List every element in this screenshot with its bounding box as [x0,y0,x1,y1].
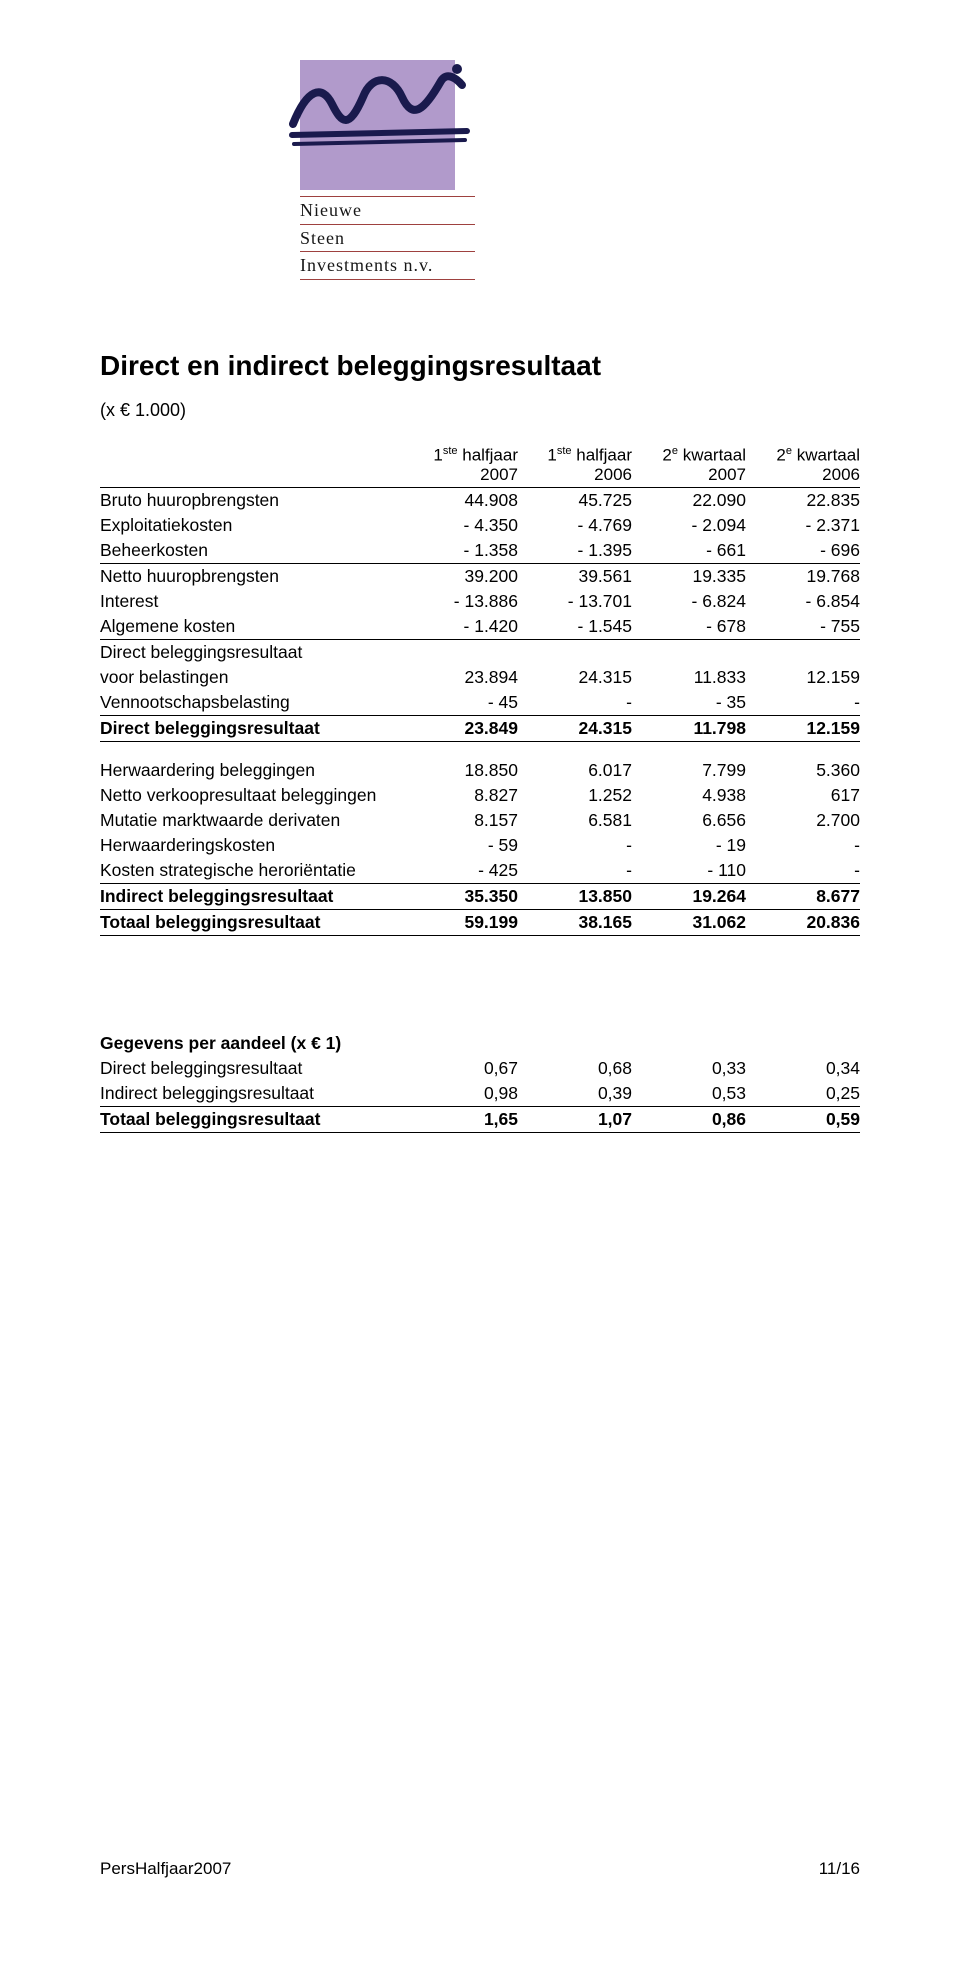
footer-right: 11/16 [819,1859,860,1879]
table-row: Direct beleggingsresultaat0,670,680,330,… [100,1056,860,1081]
col-header-2: 1ste halfjaar 2006 [518,443,632,488]
row-netto-huuropbrengsten: Netto huuropbrengsten 39.20039.56119.335… [100,564,860,589]
row-direct-voor-belastingen-label: Direct beleggingsresultaat [100,640,860,665]
logo-text: Nieuwe Steen Investments n.v. [300,196,860,280]
table-row: Herwaarderingskosten- 59-- 19- [100,833,860,858]
table-row: Indirect beleggingsresultaat0,980,390,53… [100,1081,860,1107]
footer-left: PersHalfjaar2007 [100,1859,231,1879]
logo-line2: Steen [300,227,860,250]
table-row: Bruto huuropbrengsten44.90845.72522.0902… [100,488,860,513]
table-row: Netto verkoopresultaat beleggingen8.8271… [100,783,860,808]
row-indirect-beleggingsresultaat: Indirect beleggingsresultaat 35.35013.85… [100,884,860,910]
table-row: Algemene kosten- 1.420- 1.545- 678- 755 [100,614,860,640]
logo-line1: Nieuwe [300,199,860,222]
table-row: Exploitatiekosten- 4.350- 4.769- 2.094- … [100,513,860,538]
row-totaal-per-aandeel: Totaal beleggingsresultaat 1,651,070,860… [100,1107,860,1133]
table-row: Herwaardering beleggingen18.8506.0177.79… [100,742,860,783]
logo-mark [300,60,455,190]
multiplier-note: (x € 1.000) [100,400,860,421]
row-vennootschapsbelasting: Vennootschapsbelasting - 45-- 35- [100,690,860,716]
table-header-row: 1ste halfjaar 2007 1ste halfjaar 2006 2e… [100,443,860,488]
results-table: 1ste halfjaar 2007 1ste halfjaar 2006 2e… [100,443,860,937]
table-row: Interest- 13.886- 13.701- 6.824- 6.854 [100,589,860,614]
logo: Nieuwe Steen Investments n.v. [300,60,860,280]
page-title: Direct en indirect beleggingsresultaat [100,350,860,382]
per-share-heading: Gegevens per aandeel (x € 1) [100,1031,860,1056]
per-share-table: Gegevens per aandeel (x € 1) Direct bele… [100,1031,860,1133]
row-direct-voor-belastingen: voor belastingen 23.89424.31511.83312.15… [100,665,860,690]
table-row: Mutatie marktwaarde derivaten8.1576.5816… [100,808,860,833]
page-footer: PersHalfjaar2007 11/16 [100,1859,860,1879]
col-header-4: 2e kwartaal 2006 [746,443,860,488]
logo-line3: Investments n.v. [300,254,860,277]
row-totaal-beleggingsresultaat: Totaal beleggingsresultaat 59.19938.1653… [100,910,860,936]
col-header-3: 2e kwartaal 2007 [632,443,746,488]
table-row: Kosten strategische heroriëntatie- 425--… [100,858,860,884]
row-direct-beleggingsresultaat: Direct beleggingsresultaat 23.84924.3151… [100,716,860,742]
col-header-1: 1ste halfjaar 2007 [404,443,518,488]
table-row: Beheerkosten- 1.358- 1.395- 661- 696 [100,538,860,564]
